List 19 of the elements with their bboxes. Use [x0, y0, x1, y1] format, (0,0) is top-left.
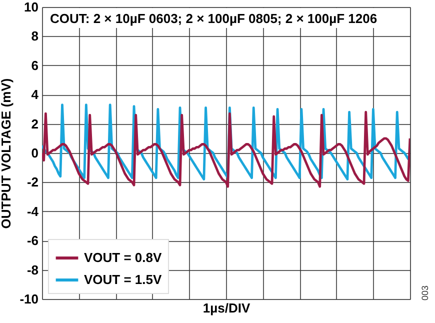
- y-axis-title: OUTPUT VOLTAGE (mV): [0, 78, 14, 229]
- legend-label: VOUT = 0.8V: [84, 250, 162, 265]
- chart-title: COUT: 2 × 10µF 0603; 2 × 100µF 0805; 2 × 100µF 1206: [50, 11, 378, 26]
- legend-label: VOUT = 1.5V: [84, 272, 162, 287]
- y-tick-label: 2: [31, 116, 38, 132]
- y-tick-label: 6: [31, 58, 38, 73]
- y-tick-label: -6: [26, 233, 38, 248]
- line-series: [42, 110, 410, 188]
- y-tick-label: 8: [31, 28, 38, 44]
- y-tick-label: 10: [24, 0, 38, 14]
- text: 003: [420, 285, 430, 301]
- y-tick-label: -10: [20, 292, 38, 306]
- y-tick-label: 0: [31, 146, 38, 160]
- y-tick-label: -4: [26, 204, 40, 219]
- line-series: [42, 104, 410, 180]
- y-tick-label: -8: [26, 262, 38, 278]
- y-tick-label: 4: [31, 87, 40, 102]
- y-tick-label: -2: [26, 174, 38, 190]
- x-axis-title: 1µs/DIV: [202, 300, 250, 316]
